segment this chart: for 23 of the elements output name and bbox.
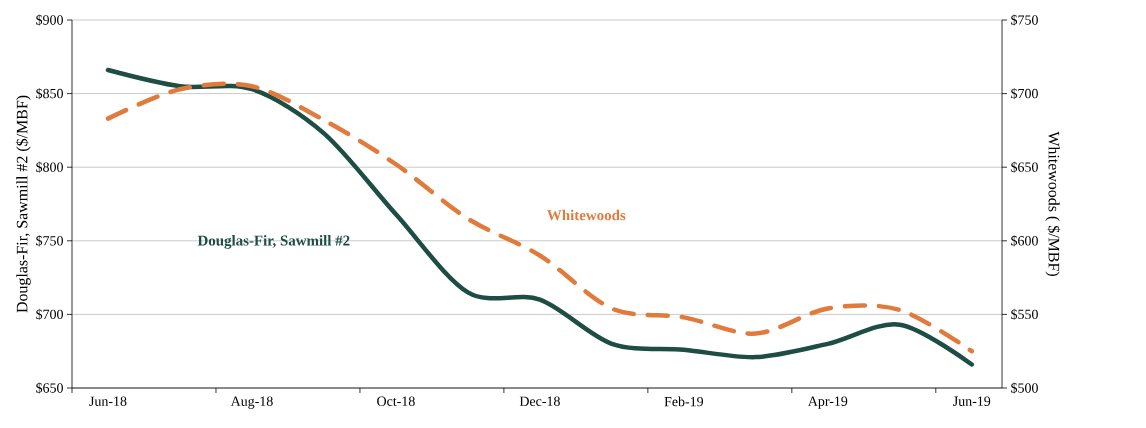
x-tick-label: Apr-19 [807,396,848,409]
y2-tick-label: $550 [1011,308,1038,320]
y-tick-label: $750 [36,235,63,247]
y2-tick-label: $600 [1011,235,1038,247]
text: Douglas-Fir, Sawmill #2 [197,235,350,249]
y2-tick-label: $500 [1011,382,1038,394]
y2-tick-label: $750 [1011,14,1038,26]
y-tick-label: $800 [36,161,63,173]
text: Whitewoods [547,209,626,221]
y-tick-label: $700 [36,308,63,320]
x-tick-label: Jun-19 [953,396,991,406]
y-tick-label: $850 [36,88,63,100]
y2-axis-title: Whitewoods ( $/MBF) [1045,131,1061,276]
y2-tick-label: $650 [1011,161,1038,173]
x-tick-label: Oct-18 [377,396,415,406]
x-tick-label: Dec-18 [519,396,560,406]
x-tick-label: Feb-19 [664,396,704,407]
x-tick-label: Jun-18 [89,396,127,406]
y-axis-title: Douglas-Fir, Sawmill #2 ($/MBF) [15,95,31,313]
y2-tick-label: $700 [1011,88,1038,100]
x-tick-label: Aug-18 [230,396,273,409]
y-tick-label: $900 [36,14,63,26]
y-tick-label: $650 [36,382,63,394]
